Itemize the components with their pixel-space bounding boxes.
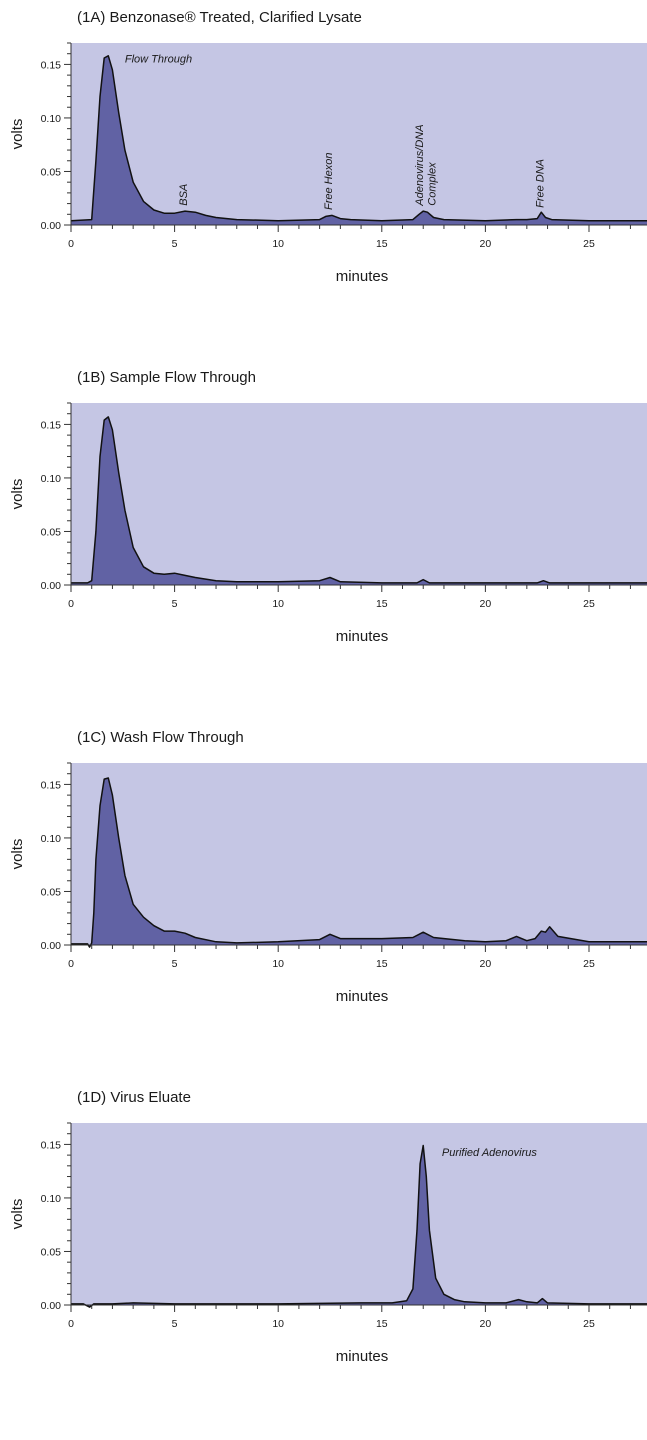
- y-tick-label: 0.05: [41, 1246, 62, 1258]
- y-tick-label: 0.00: [41, 220, 62, 232]
- x-tick-label: 0: [68, 598, 74, 610]
- chromatogram-chart: (1C) Wash Flow Through 0.00 0.05 0.10 0.15 0 5…: [9, 729, 647, 1005]
- peak-annotation: Purified Adenovirus: [442, 1147, 537, 1159]
- y-tick-label: 0.15: [41, 59, 62, 71]
- x-tick-label: 5: [172, 238, 178, 250]
- peak-annotation: Complex: [427, 162, 439, 206]
- x-tick-label: 20: [480, 238, 492, 250]
- series-line: [70, 55, 647, 222]
- x-tick-label: 20: [480, 1318, 492, 1330]
- y-tick-label: 0.15: [41, 779, 62, 791]
- x-tick-label: 15: [376, 1318, 388, 1330]
- y-tick-label: 0.05: [41, 166, 62, 178]
- y-axis-label: volts: [9, 839, 26, 870]
- peak-annotation: Free DNA: [534, 159, 546, 208]
- y-tick-label: 0.00: [41, 1300, 62, 1312]
- x-axis-label: minutes: [336, 1348, 389, 1365]
- peak-annotation: Adenovirus/DNA: [414, 124, 426, 206]
- chromatogram-chart: (1D) Virus Eluate 0.00 0.05 0.10 0.15 0 5 10 15 2…: [9, 1089, 647, 1365]
- x-tick-label: 10: [272, 1318, 284, 1330]
- x-tick-label: 0: [68, 1318, 74, 1330]
- peak-annotation: Free Hexon: [323, 153, 335, 210]
- y-axis-label: volts: [9, 1199, 26, 1230]
- x-tick-label: 25: [583, 598, 595, 610]
- y-tick-label: 0.05: [41, 526, 62, 538]
- x-tick-label: 5: [172, 958, 178, 970]
- x-axis-label: minutes: [336, 268, 389, 285]
- x-tick-label: 15: [376, 598, 388, 610]
- x-tick-label: 5: [172, 1318, 178, 1330]
- series-area: [71, 416, 647, 585]
- chromatogram-chart: (1A) Benzonase® Treated, Clarified Lysat…: [9, 9, 647, 285]
- y-tick-label: 0.10: [41, 113, 62, 125]
- y-tick-label: 0.10: [41, 1193, 62, 1205]
- series-line: [71, 1144, 647, 1308]
- series-line: [71, 416, 647, 584]
- x-tick-label: 10: [272, 238, 284, 250]
- x-tick-label: 25: [583, 238, 595, 250]
- peak-annotation: BSA: [178, 184, 190, 206]
- plot-area: [71, 763, 647, 945]
- peak-annotation: Flow Through: [125, 53, 192, 65]
- x-tick-label: 5: [172, 598, 178, 610]
- x-tick-label: 25: [583, 1318, 595, 1330]
- y-tick-label: 0.15: [41, 419, 62, 431]
- chart-title: (1B) Sample Flow Through: [77, 369, 256, 386]
- y-tick-label: 0.15: [41, 1139, 62, 1151]
- series-area: [71, 778, 647, 948]
- x-tick-label: 20: [480, 598, 492, 610]
- y-tick-label: 0.10: [41, 473, 62, 485]
- chart-title: (1D) Virus Eluate: [77, 1089, 191, 1106]
- y-axis-label: volts: [9, 119, 26, 150]
- chromatogram-chart: (1B) Sample Flow Through 0.00 0.05 0.10 0.15…: [9, 369, 647, 645]
- series-line: [71, 777, 647, 948]
- x-tick-label: 15: [376, 238, 388, 250]
- series-area: [71, 55, 647, 225]
- x-tick-label: 10: [272, 958, 284, 970]
- x-tick-label: 0: [68, 238, 74, 250]
- plot-area: [71, 1123, 647, 1305]
- y-axis-label: volts: [9, 479, 26, 510]
- chart-title: (1C) Wash Flow Through: [77, 729, 244, 746]
- plot-area: [71, 403, 647, 585]
- x-tick-label: 0: [68, 958, 74, 970]
- y-tick-label: 0.00: [41, 940, 62, 952]
- chart-title: (1A) Benzonase® Treated, Clarified Lysat…: [77, 9, 362, 26]
- x-tick-label: 25: [583, 958, 595, 970]
- x-axis-label: minutes: [336, 628, 389, 645]
- plot-area: [71, 43, 647, 225]
- x-axis-label: minutes: [336, 988, 389, 1005]
- y-tick-label: 0.10: [41, 833, 62, 845]
- x-tick-label: 15: [376, 958, 388, 970]
- y-tick-label: 0.05: [41, 886, 62, 898]
- x-tick-label: 10: [272, 598, 284, 610]
- x-tick-label: 20: [480, 958, 492, 970]
- y-tick-label: 0.00: [41, 580, 62, 592]
